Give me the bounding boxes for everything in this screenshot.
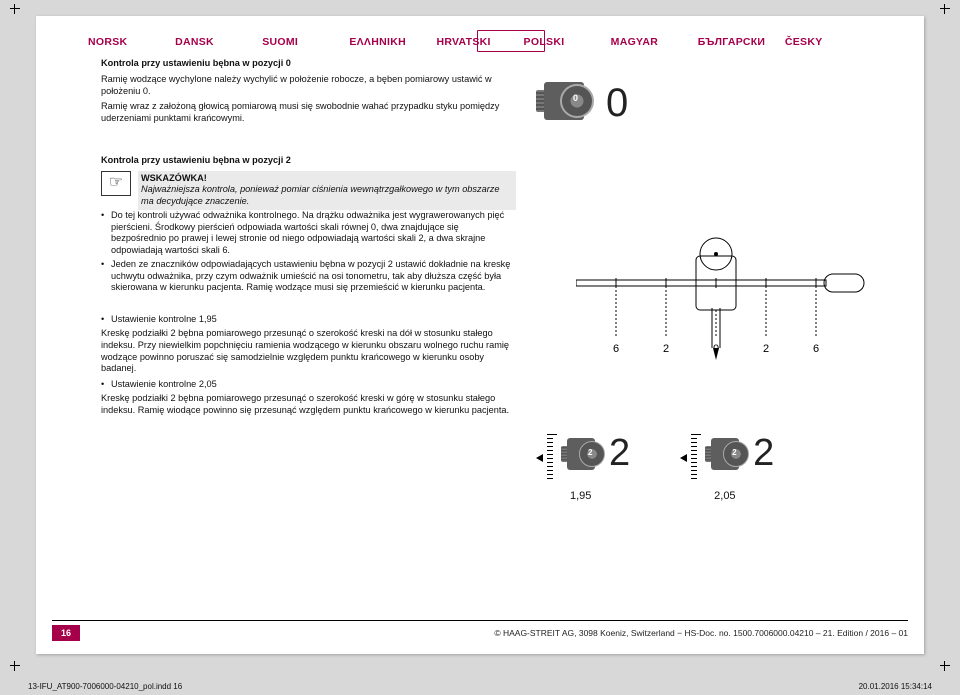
hand-icon: ☞ bbox=[101, 171, 131, 196]
active-lang-frame bbox=[477, 30, 545, 52]
big-zero: 0 bbox=[606, 81, 628, 126]
svg-text:2: 2 bbox=[663, 343, 669, 355]
footer: 16 © HAAG-STREIT AG, 3098 Koeniz, Switze… bbox=[52, 620, 908, 641]
dial-icon: 2 bbox=[705, 434, 745, 474]
list-item: Ustawienie kontrolne 2,05 bbox=[101, 379, 516, 391]
section3-bullets: Ustawienie kontrolne 1,95 bbox=[101, 314, 516, 326]
dial-label: 0 bbox=[573, 93, 578, 103]
copyright: © HAAG-STREIT AG, 3098 Koeniz, Switzerla… bbox=[494, 628, 908, 638]
tip-text: WSKAZÓWKA! Najważniejsza kontrola, ponie… bbox=[138, 171, 516, 210]
lang: MAGYAR bbox=[611, 36, 698, 48]
big-two: 2 bbox=[609, 434, 630, 472]
dial-label: 2 bbox=[732, 448, 736, 457]
tip-box: ☞ WSKAZÓWKA! Najważniejsza kontrola, pon… bbox=[101, 171, 516, 210]
sub-label: 1,95 bbox=[570, 490, 591, 502]
list-item: Do tej kontroli używać odważnika kontrol… bbox=[101, 210, 516, 257]
lang: DANSK bbox=[175, 36, 262, 48]
list-item: Jeden ze znaczników odpowiadających usta… bbox=[101, 259, 516, 294]
figure-dial-0: 0 0 bbox=[536, 76, 916, 126]
section3-p2: Kreskę podziałki 2 bębna pomiarowego prz… bbox=[101, 393, 516, 417]
section3-p1: Kreskę podziałki 2 bębna pomiarowego prz… bbox=[101, 328, 516, 375]
list-item: Ustawienie kontrolne 1,95 bbox=[101, 314, 516, 326]
section1-title: Kontrola przy ustawieniu bębna w pozycji… bbox=[101, 58, 516, 70]
svg-text:6: 6 bbox=[813, 343, 819, 355]
dial-2-right: 2 2 2,05 bbox=[680, 434, 774, 482]
svg-text:0: 0 bbox=[713, 343, 719, 355]
svg-text:6: 6 bbox=[613, 343, 619, 355]
lang: SUOMI bbox=[262, 36, 349, 48]
big-two: 2 bbox=[753, 434, 774, 472]
text-column: Kontrola przy ustawieniu bębna w pozycji… bbox=[101, 58, 516, 420]
tip-head: WSKAZÓWKA! bbox=[141, 173, 207, 183]
lang: ČESKY bbox=[785, 36, 872, 48]
figure-balance: 6 2 0 2 6 bbox=[576, 208, 896, 368]
svg-text:2: 2 bbox=[763, 343, 769, 355]
section2-title: Kontrola przy ustawieniu bębna w pozycji… bbox=[101, 155, 516, 167]
lang: NORSK bbox=[88, 36, 175, 48]
section3-bullets2: Ustawienie kontrolne 2,05 bbox=[101, 379, 516, 391]
lang: ΕΛΛΗΝΙΚΗ bbox=[349, 36, 436, 48]
timestamp: 20.01.2016 15:34:14 bbox=[859, 682, 932, 691]
section2-bullets: Do tej kontroli używać odważnika kontrol… bbox=[101, 210, 516, 294]
lang: БЪЛГАРСКИ bbox=[698, 36, 785, 48]
section1-p1: Ramię wodzące wychylone należy wychylić … bbox=[101, 74, 516, 98]
dial-icon: 0 bbox=[536, 76, 592, 126]
section1-p2: Ramię wraz z założoną głowicą pomiarową … bbox=[101, 101, 516, 125]
tip-body: Najważniejsza kontrola, ponieważ pomiar … bbox=[141, 184, 499, 206]
sub-label: 2,05 bbox=[714, 490, 735, 502]
dial-icon: 2 bbox=[561, 434, 601, 474]
dial-2-left: 2 2 1,95 bbox=[536, 434, 630, 482]
page: NORSK DANSK SUOMI ΕΛΛΗΝΙΚΗ HRVATSKI POLS… bbox=[36, 16, 924, 654]
file-path: 13-IFU_AT900-7006000-04210_pol.indd 16 bbox=[28, 682, 182, 691]
page-number: 16 bbox=[52, 625, 80, 641]
dial-label: 2 bbox=[588, 448, 592, 457]
figure-dial-2-row: 2 2 1,95 2 2 2,05 bbox=[536, 434, 916, 482]
